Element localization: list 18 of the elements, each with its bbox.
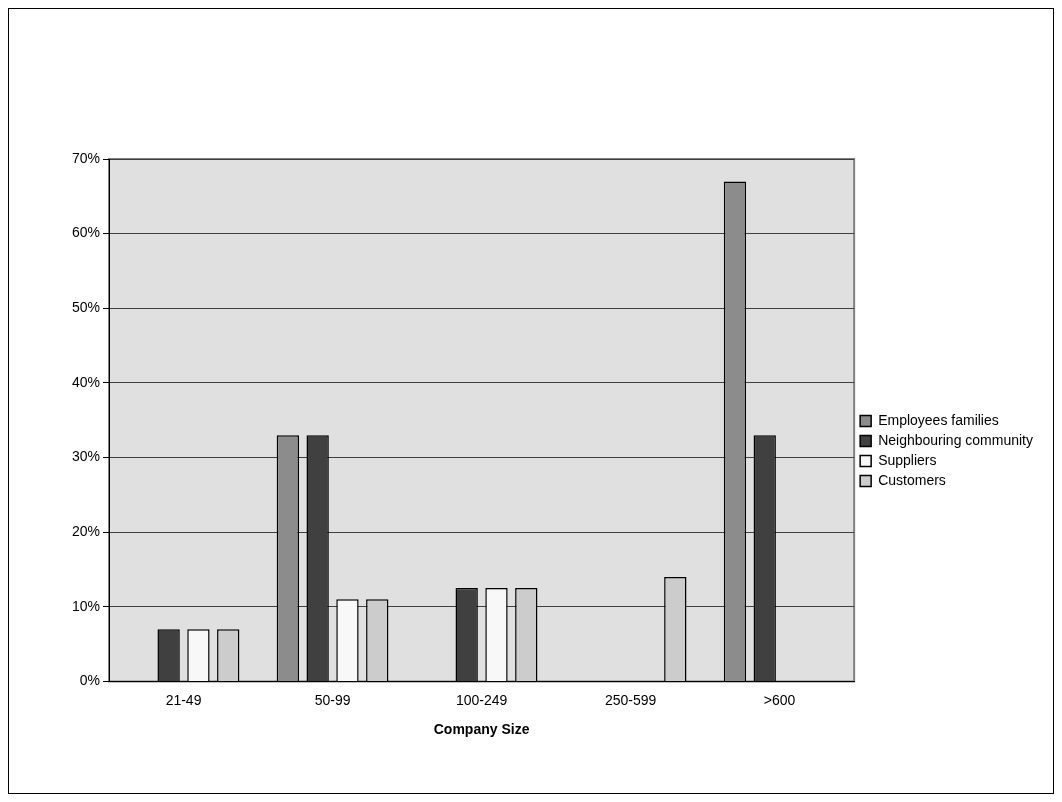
y-tick-label: 40% [71,373,101,390]
x-tick-label: 250-599 [604,691,657,708]
x-tick-label: 21-49 [165,691,202,708]
x-tick-label: 100-249 [455,691,508,708]
y-tick-label: 0% [79,672,101,689]
x-axis-title: Company Size [433,721,530,738]
legend-label: Suppliers [878,451,937,468]
x-tick-label: 50-99 [314,691,351,708]
y-tick-label: 30% [71,448,101,465]
y-tick-label: 20% [71,523,101,539]
legend-label: Customers [878,471,946,488]
legend-label: Employees families [878,411,999,428]
x-tick-label: >600 [763,691,796,708]
y-tick-label: 50% [71,299,101,316]
legend-label: Neighbouring community [878,431,1033,448]
y-tick-label: 60% [71,224,101,241]
y-tick-label: 10% [71,597,101,614]
y-tick-label: 70% [71,149,101,166]
